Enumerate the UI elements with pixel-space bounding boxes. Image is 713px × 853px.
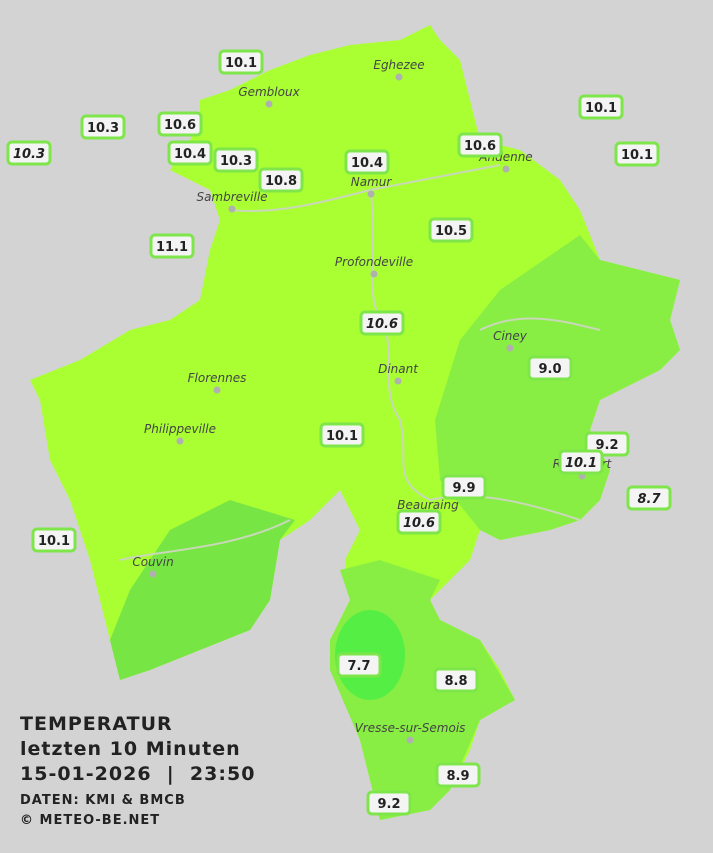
station-box xyxy=(31,527,77,553)
city-dot xyxy=(394,377,402,385)
station-box xyxy=(319,422,365,448)
city-label: Sambreville xyxy=(196,190,267,204)
station-box xyxy=(218,49,264,75)
station-value: 9.9 xyxy=(452,481,475,496)
station-value: 10.1 xyxy=(38,534,70,549)
station-value: 10.3 xyxy=(87,121,119,136)
station-value: 10.1 xyxy=(326,429,358,444)
city-label: Gembloux xyxy=(238,85,300,99)
station-box xyxy=(558,449,604,475)
station-box xyxy=(396,509,442,535)
city-label: Dinant xyxy=(378,362,419,376)
station-box xyxy=(578,94,624,120)
station-value: 10.1 xyxy=(565,456,597,471)
station-value: 10.1 xyxy=(585,101,617,116)
subtitle: letzten 10 Minuten xyxy=(20,738,241,760)
station-box xyxy=(433,667,479,693)
station-value: 10.6 xyxy=(164,118,196,133)
station-box xyxy=(344,149,390,175)
station-box xyxy=(213,147,259,173)
station-value: 9.2 xyxy=(595,438,618,453)
station-box xyxy=(258,167,304,193)
station-box xyxy=(167,140,213,166)
city-dot xyxy=(506,344,514,352)
city-label: Beauraing xyxy=(397,498,459,512)
city-label: Vresse-sur-Semois xyxy=(355,721,466,735)
station-value: 10.4 xyxy=(351,156,383,171)
station-value: 10.4 xyxy=(174,147,206,162)
zone-southwest xyxy=(110,500,295,680)
city-label: Couvin xyxy=(132,555,173,569)
station-value: 11.1 xyxy=(156,240,188,255)
zone-east xyxy=(435,235,680,540)
station-value: 9.2 xyxy=(377,797,400,812)
station-box xyxy=(80,114,126,140)
city-label: Eghezee xyxy=(373,58,424,72)
station-value: 9.0 xyxy=(538,362,561,377)
city-label: Philippeville xyxy=(144,422,216,436)
city-dot xyxy=(395,73,403,81)
station-box xyxy=(6,140,52,166)
station-value: 10.3 xyxy=(220,154,252,169)
station-box xyxy=(457,132,503,158)
station-box xyxy=(441,474,487,500)
city-label: Namur xyxy=(351,175,393,189)
station-value: 10.6 xyxy=(366,317,398,332)
station-box xyxy=(626,485,672,511)
station-value: 10.6 xyxy=(403,516,435,531)
source: DATEN: KMI & BMCB xyxy=(20,793,186,808)
city-dot xyxy=(213,386,221,394)
city-label: Florennes xyxy=(188,371,247,385)
city-dot xyxy=(149,570,157,578)
station-box xyxy=(149,233,195,259)
station-value: 8.7 xyxy=(637,492,661,507)
station-box xyxy=(428,217,474,243)
station-value: 10.1 xyxy=(621,148,653,163)
city-dot xyxy=(367,190,375,198)
city-dot xyxy=(228,205,236,213)
station-box xyxy=(359,310,405,336)
copyright: © METEO-BE.NET xyxy=(20,813,160,828)
station-box xyxy=(527,355,573,381)
datetime: 15-01-2026 | 23:50 xyxy=(20,763,255,785)
station-value: 8.9 xyxy=(446,769,469,784)
title: TEMPERATUR xyxy=(20,713,173,735)
station-box xyxy=(336,652,382,678)
city-label: Ciney xyxy=(493,329,528,343)
city-dot xyxy=(502,165,510,173)
station-value: 10.3 xyxy=(13,147,45,162)
river xyxy=(119,164,601,561)
city-dot xyxy=(176,437,184,445)
station-value: 8.8 xyxy=(444,674,467,689)
station-value: 10.6 xyxy=(464,139,496,154)
station-box xyxy=(366,790,412,816)
station-value: 10.8 xyxy=(265,174,297,189)
station-value: 10.5 xyxy=(435,224,467,239)
station-box xyxy=(157,111,203,137)
city-dot xyxy=(406,736,414,744)
station-box xyxy=(614,141,660,167)
station-value: 7.7 xyxy=(347,659,370,674)
city-dot xyxy=(265,100,273,108)
station-value: 10.1 xyxy=(225,56,257,71)
station-box xyxy=(435,762,481,788)
city-dot xyxy=(370,270,378,278)
city-label: Profondeville xyxy=(335,255,413,269)
